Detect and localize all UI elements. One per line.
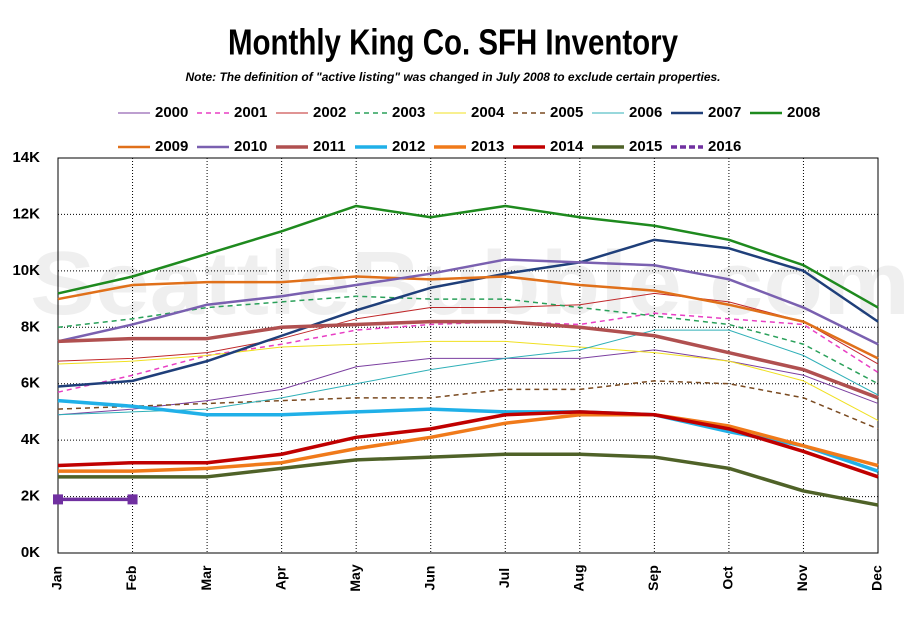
x-tick-label: Jan bbox=[49, 566, 65, 590]
series-line bbox=[57, 340, 879, 421]
legend-label: 2008 bbox=[787, 104, 820, 121]
series-line bbox=[57, 275, 879, 360]
chart-title: Monthly King Co. SFH Inventory bbox=[228, 22, 678, 63]
plot-frame bbox=[57, 157, 879, 554]
legend-label: 2015 bbox=[629, 138, 662, 155]
legend-label: 2001 bbox=[234, 104, 267, 121]
legend-label: 2004 bbox=[471, 104, 505, 121]
legend-label: 2003 bbox=[392, 104, 425, 121]
y-tick-label: 0K bbox=[21, 544, 40, 561]
x-tick-label: Mar bbox=[198, 565, 214, 590]
legend-label: 2013 bbox=[471, 138, 504, 155]
legend-label: 2009 bbox=[155, 138, 188, 155]
legend-label: 2007 bbox=[708, 104, 741, 121]
series-line bbox=[57, 380, 879, 430]
y-tick-label: 4K bbox=[21, 431, 40, 448]
y-tick-label: 8K bbox=[21, 318, 40, 335]
series-marker bbox=[127, 494, 138, 505]
y-tick-label: 2K bbox=[21, 488, 40, 505]
x-tick-label: Dec bbox=[869, 565, 885, 591]
x-tick-label: Oct bbox=[720, 566, 736, 590]
series-line bbox=[57, 258, 879, 346]
y-tick-label: 12K bbox=[12, 205, 40, 222]
series-line bbox=[58, 452, 879, 507]
x-tick-label: Sep bbox=[645, 565, 661, 591]
legend-label: 2012 bbox=[392, 138, 425, 155]
series-line bbox=[57, 292, 879, 365]
legend-label: 2002 bbox=[313, 104, 346, 121]
series-line bbox=[58, 413, 879, 473]
chart-subtitle: Note: The definition of "active listing"… bbox=[186, 70, 721, 84]
y-tick-label: 10K bbox=[12, 262, 40, 279]
series-line bbox=[57, 238, 879, 388]
x-tick-label: Aug bbox=[571, 564, 587, 591]
y-tick-label: 14K bbox=[12, 149, 40, 166]
legend-label: 2000 bbox=[155, 104, 188, 121]
series-line bbox=[57, 319, 879, 400]
legend-label: 2011 bbox=[313, 138, 346, 155]
x-tick-label: Jul bbox=[496, 568, 512, 588]
x-tick-label: Nov bbox=[794, 565, 810, 592]
legend-label: 2010 bbox=[234, 138, 267, 155]
x-tick-label: Apr bbox=[272, 565, 288, 590]
x-tick-label: Jun bbox=[421, 566, 437, 591]
series-line bbox=[57, 349, 879, 416]
y-tick-label: 6K bbox=[21, 375, 40, 392]
series-line bbox=[57, 329, 879, 416]
legend-label: 2005 bbox=[550, 104, 583, 121]
legend-label: 2016 bbox=[708, 138, 741, 155]
legend-label: 2014 bbox=[550, 138, 584, 155]
x-tick-label: May bbox=[347, 564, 363, 591]
series-line bbox=[57, 295, 879, 385]
series-line bbox=[57, 204, 879, 309]
series-line bbox=[57, 410, 879, 479]
series-marker bbox=[53, 494, 63, 505]
legend-label: 2006 bbox=[629, 104, 662, 121]
x-tick-label: Feb bbox=[123, 566, 139, 591]
